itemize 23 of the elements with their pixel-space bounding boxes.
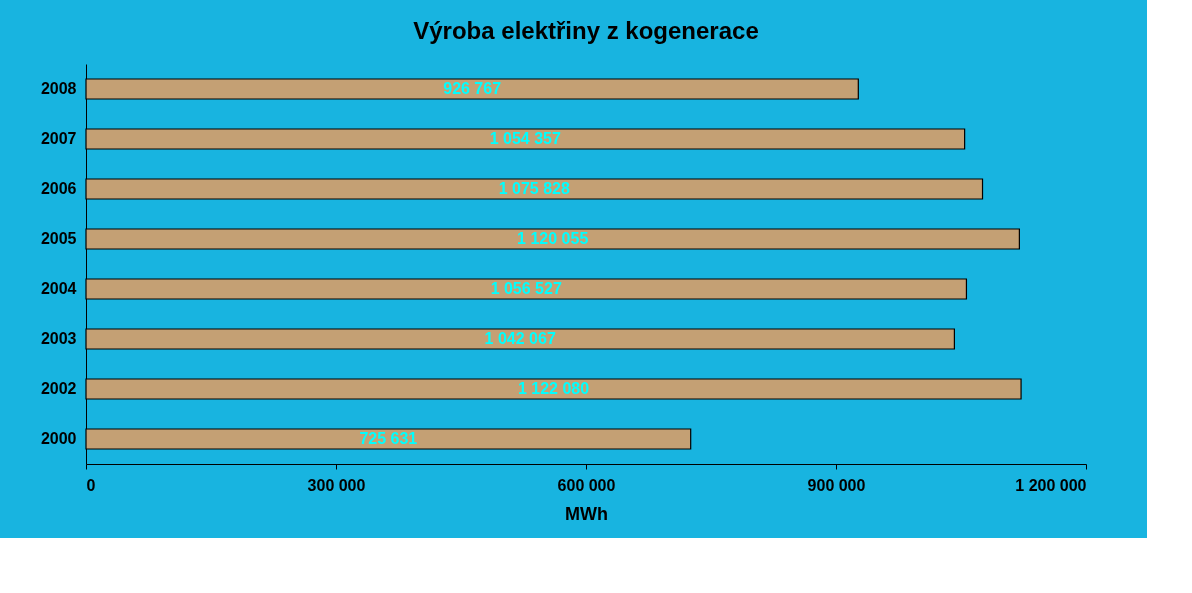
- y-tick-label: 2002: [40, 380, 77, 397]
- data-label: 1 075 828: [498, 180, 570, 197]
- data-label: 926 767: [443, 80, 502, 97]
- x-tick-label: 1 200 000: [1015, 476, 1087, 494]
- y-tick-label: 2005: [40, 230, 77, 247]
- data-label: 1 056 527: [490, 280, 562, 297]
- x-tick-label: 0: [86, 476, 96, 494]
- y-tick-label: 2007: [40, 130, 77, 147]
- y-tick-label: 2004: [40, 280, 77, 297]
- x-tick-label: 600 000: [557, 476, 616, 494]
- x-axis-title: MWh: [565, 503, 608, 524]
- x-tick-label: 900 000: [807, 476, 866, 494]
- y-tick-label: 2008: [40, 80, 77, 97]
- chart-title: Výroba elektřiny z kogenerace: [413, 17, 759, 44]
- data-label: 1 120 055: [517, 230, 589, 247]
- data-label: 725 631: [359, 430, 418, 447]
- y-tick-label: 2006: [40, 180, 77, 197]
- data-label: 1 122 080: [517, 380, 590, 397]
- data-label: 1 054 357: [489, 130, 561, 147]
- y-tick-label: 2000: [40, 430, 77, 447]
- y-tick-label: 2003: [40, 330, 77, 347]
- data-label: 1 042 067: [484, 330, 556, 347]
- x-tick-label: 300 000: [307, 476, 366, 494]
